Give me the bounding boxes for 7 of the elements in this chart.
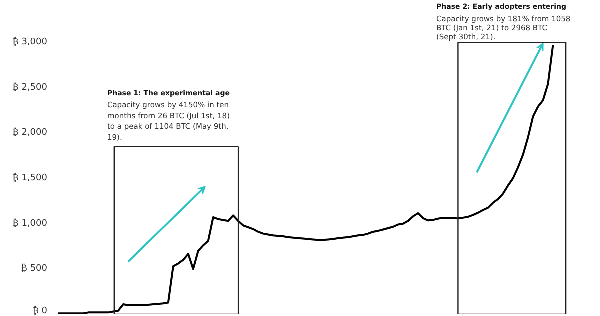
y-tick-label: ₿ 2,500 bbox=[12, 82, 48, 93]
y-tick-label: ₿ 1,500 bbox=[12, 172, 48, 184]
y-tick-label: ₿ 1,000 bbox=[12, 218, 48, 229]
y-tick-label: ₿ 0 bbox=[32, 306, 48, 316]
y-tick-label: ₿ 2,000 bbox=[12, 127, 48, 138]
y-tick-label: ₿ 3,000 bbox=[12, 36, 48, 48]
y-tick-label: ₿ 500 bbox=[21, 263, 48, 274]
